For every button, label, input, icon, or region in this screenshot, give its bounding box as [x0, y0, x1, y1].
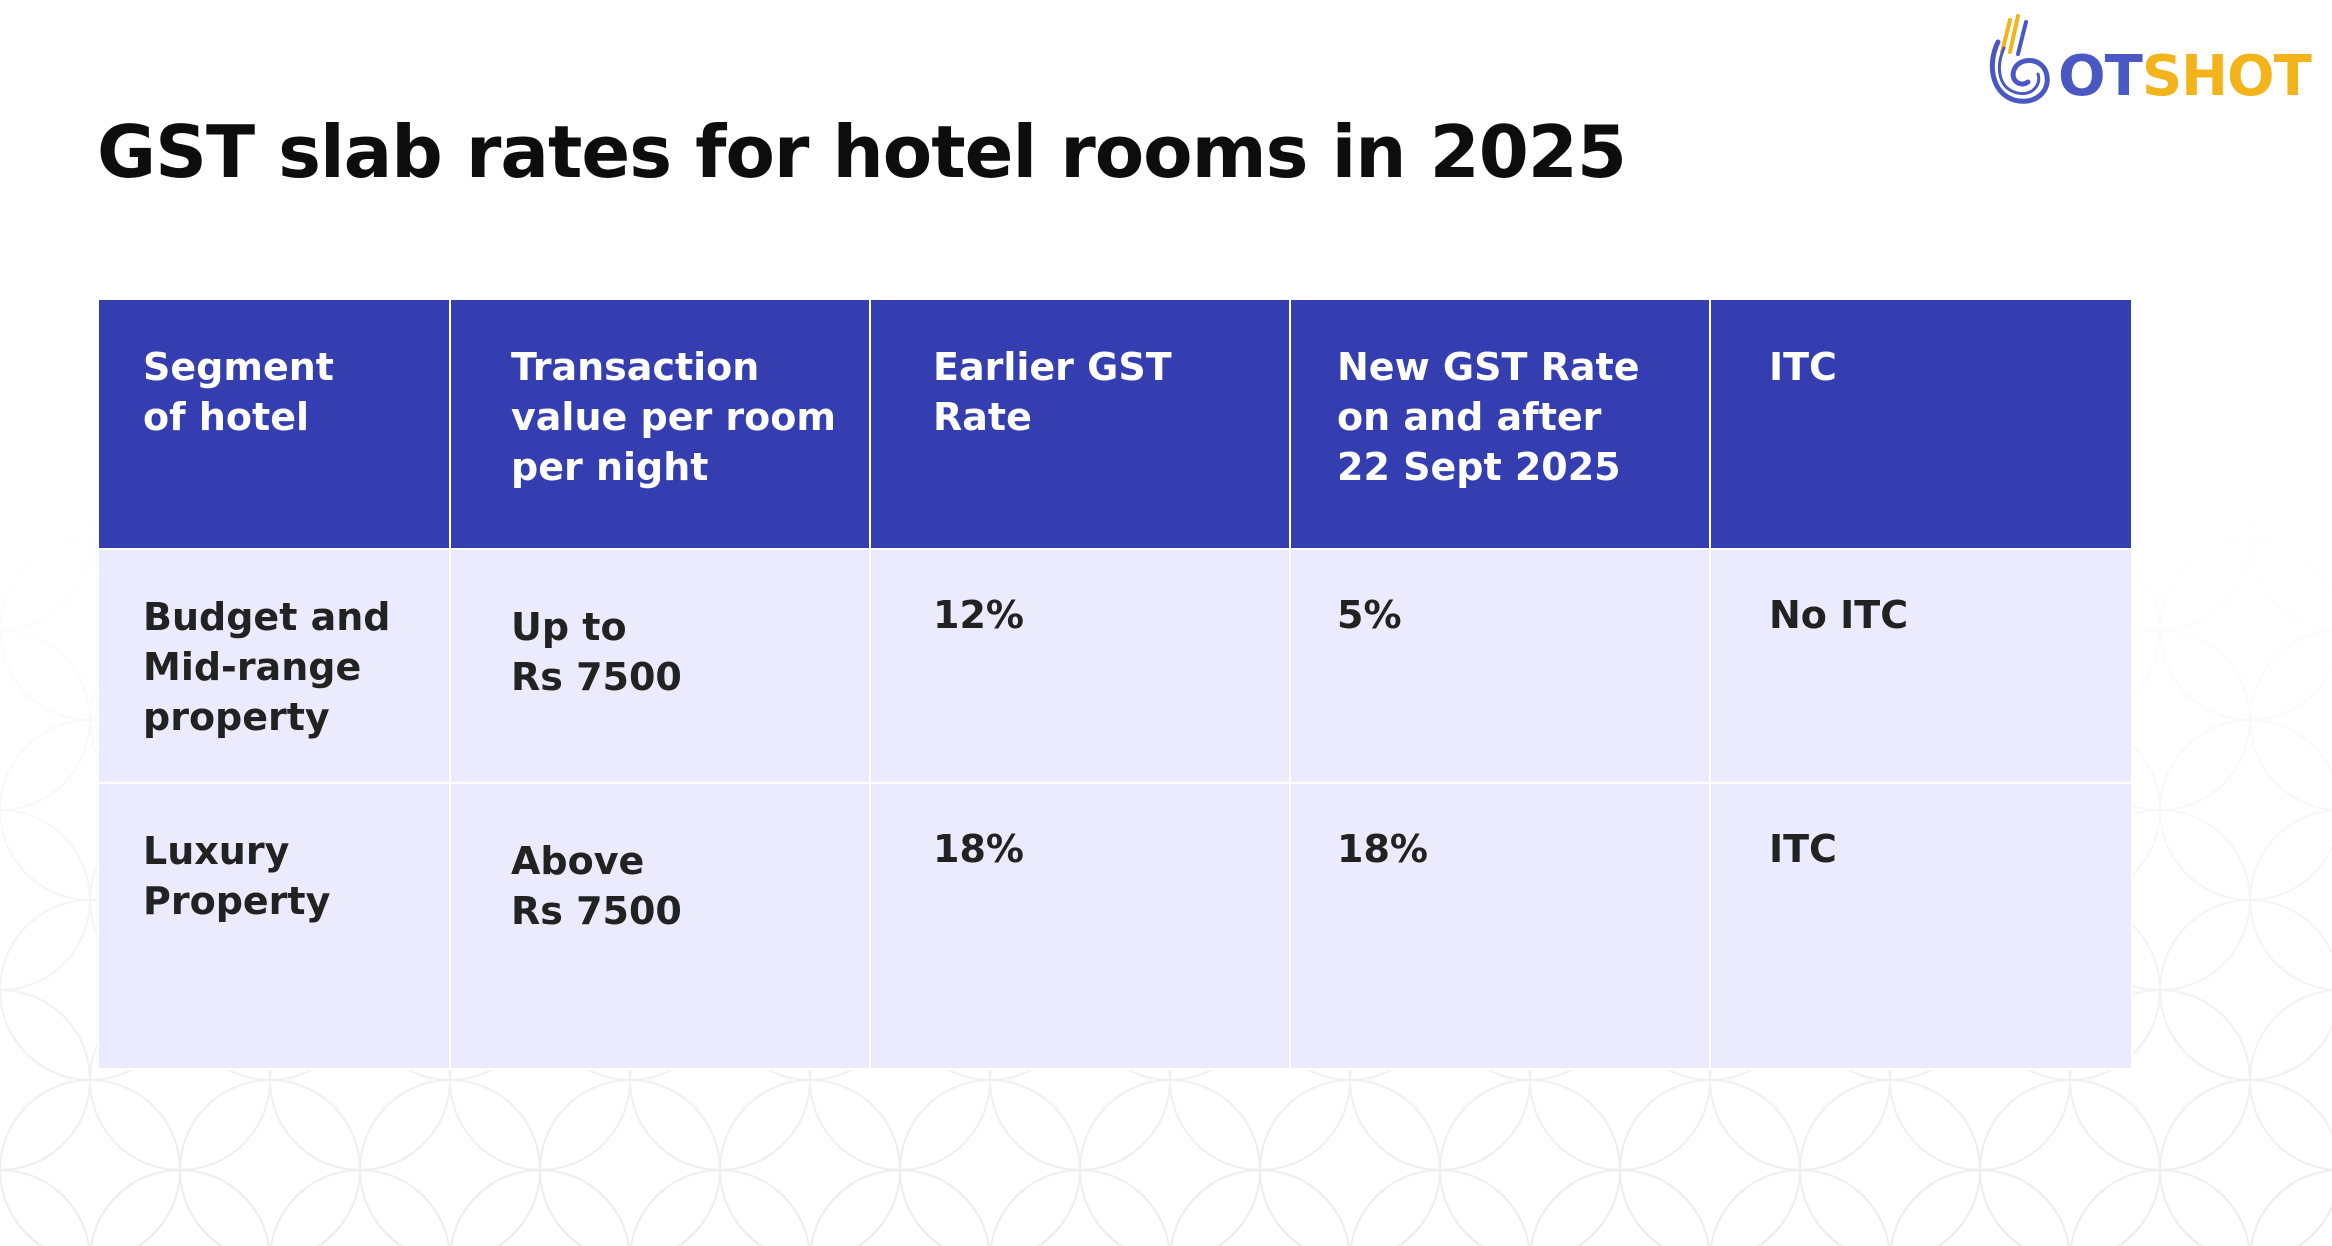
- table-row: Budget and Mid-range property Up to Rs 7…: [97, 548, 2133, 784]
- cell-transaction-value: Up to Rs 7500: [449, 548, 871, 784]
- table-row: Luxury Property Above Rs 7500 18% 18% IT…: [97, 782, 2133, 1070]
- cell-earlier-rate: 12%: [869, 548, 1291, 784]
- cell-segment: Budget and Mid-range property: [97, 548, 451, 784]
- logo-text-gold: SHOT: [2141, 44, 2312, 109]
- gst-rate-table: Segment of hotel Transaction value per r…: [97, 298, 2133, 1070]
- table-header-row: Segment of hotel Transaction value per r…: [97, 298, 2133, 550]
- b-swirl-logo-icon: [1989, 14, 2050, 104]
- page-title: GST slab rates for hotel rooms in 2025: [97, 110, 1627, 194]
- header-transaction-value: Transaction value per room per night: [449, 298, 871, 550]
- cell-segment: Luxury Property: [97, 782, 451, 1070]
- cell-new-rate: 5%: [1289, 548, 1711, 784]
- logo-text-blue: OT: [2058, 44, 2143, 109]
- cell-earlier-rate: 18%: [869, 782, 1291, 1070]
- header-new-gst-rate: New GST Rate on and after 22 Sept 2025: [1289, 298, 1711, 550]
- header-itc: ITC: [1709, 298, 2133, 550]
- cell-transaction-value: Above Rs 7500: [449, 782, 871, 1070]
- header-segment: Segment of hotel: [97, 298, 451, 550]
- cell-itc: No ITC: [1709, 548, 2133, 784]
- cell-itc: ITC: [1709, 782, 2133, 1070]
- hotshot-logo: OTSHOT: [1980, 12, 2312, 112]
- cell-new-rate: 18%: [1289, 782, 1711, 1070]
- header-earlier-gst-rate: Earlier GST Rate: [869, 298, 1291, 550]
